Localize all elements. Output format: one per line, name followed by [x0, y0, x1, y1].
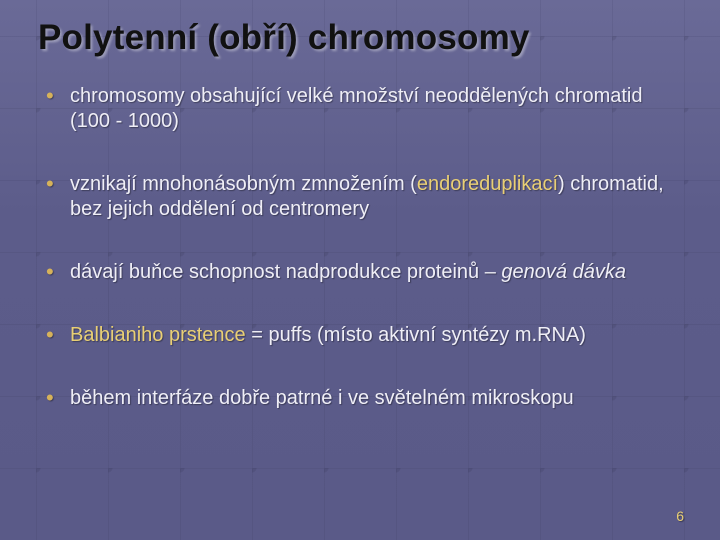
bullet-text: dávají buňce schopnost nadprodukce prote…: [70, 261, 501, 283]
bullet-item: během interfáze dobře patrné i ve světel…: [46, 386, 682, 411]
bullet-highlight: endoreduplikací: [417, 173, 558, 195]
bullet-text: = puffs (místo aktivní syntézy m.RNA): [246, 324, 586, 346]
bullet-text: chromosomy obsahující velké množství neo…: [70, 85, 643, 132]
bullet-list: chromosomy obsahující velké množství neo…: [38, 84, 682, 411]
bullet-emphasis: genová dávka: [501, 261, 626, 283]
bullet-item: vznikají mnohonásobným zmnožením (endore…: [46, 172, 682, 222]
bullet-item: Balbianiho prstence = puffs (místo aktiv…: [46, 323, 682, 348]
bullet-item: dávají buňce schopnost nadprodukce prote…: [46, 260, 682, 285]
slide-content: Polytenní (obří) chromosomy chromosomy o…: [0, 0, 720, 540]
bullet-text: během interfáze dobře patrné i ve světel…: [70, 387, 574, 409]
bullet-text: vznikají mnohonásobným zmnožením (: [70, 173, 417, 195]
bullet-item: chromosomy obsahující velké množství neo…: [46, 84, 682, 134]
page-number: 6: [676, 508, 684, 524]
bullet-highlight: Balbianiho prstence: [70, 324, 246, 346]
slide-title: Polytenní (obří) chromosomy: [38, 18, 682, 58]
